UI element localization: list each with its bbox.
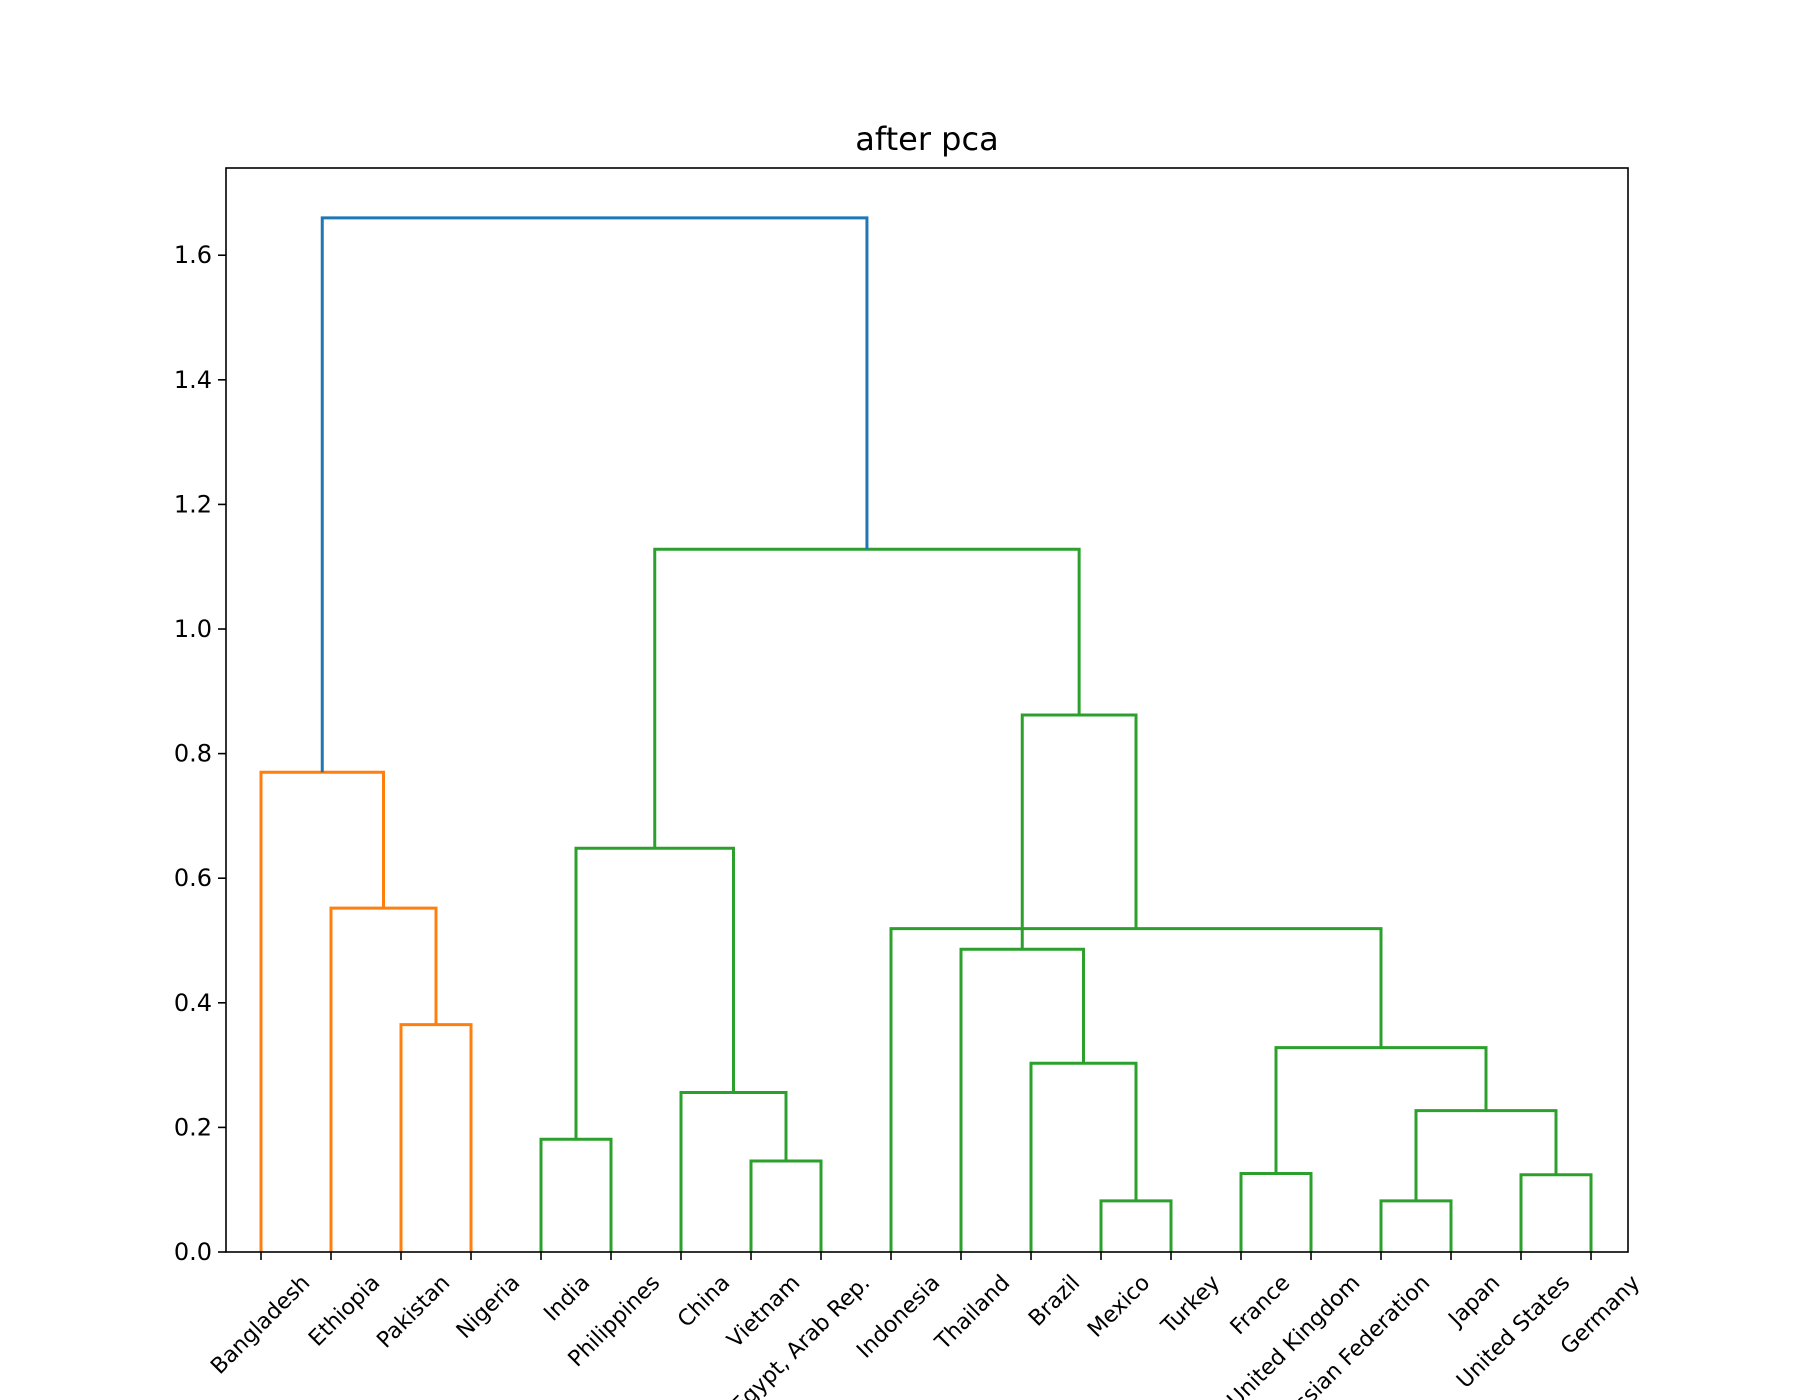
dendrogram-link-m17: [653, 547, 1081, 849]
leaf-label-bangladesh: Bangladesh: [206, 1271, 315, 1380]
leaf-label-japan: Japan: [1443, 1271, 1505, 1333]
leaf-label-turkey: Turkey: [1156, 1271, 1225, 1340]
leaf-label-pakistan: Pakistan: [372, 1271, 455, 1354]
y-tick-label: 0.6: [174, 864, 212, 892]
dendrogram-link-m11: [1379, 1199, 1453, 1252]
dendrogram-link-m15: [889, 927, 1383, 1252]
leaf-label-thailand: Thailand: [930, 1271, 1015, 1356]
dendrogram-link-m1: [329, 906, 438, 1252]
dendrogram-link-m7: [1099, 1199, 1173, 1252]
y-tick-label: 0.0: [174, 1238, 212, 1266]
dendrogram-link-m13: [1414, 1109, 1558, 1201]
dendrogram-links: [259, 216, 1593, 1252]
dendrogram-link-m9: [959, 947, 1085, 1252]
leaf-label-brazil: Brazil: [1024, 1271, 1085, 1332]
plot-frame: [225, 167, 1629, 1253]
dendrogram-link-m8: [1029, 1061, 1138, 1252]
dendrogram-link-m16: [1020, 713, 1138, 950]
y-tick-label: 1.2: [174, 490, 212, 518]
leaf-label-nigeria: Nigeria: [452, 1271, 525, 1344]
dendrogram-link-m2: [259, 770, 385, 1252]
leaf-label-china: China: [673, 1271, 735, 1333]
dendrogram-link-m12: [1519, 1173, 1593, 1252]
y-axis: 0.0 0.2 0.4 0.6 0.8 1.0 1.2 1.4 1.6: [174, 241, 226, 1266]
dendrogram-link-m3: [539, 1137, 613, 1252]
leaf-label-france: France: [1226, 1271, 1295, 1340]
dendrogram-link-m4: [749, 1159, 823, 1252]
dendrogram-link-m0: [399, 1023, 473, 1252]
y-tick-label: 1.6: [174, 241, 212, 269]
dendrogram-link-m5: [679, 1091, 788, 1252]
chart-title: after pca: [855, 120, 998, 158]
leaf-label-ethiopia: Ethiopia: [304, 1271, 385, 1352]
y-tick-label: 1.4: [174, 366, 212, 394]
y-tick-label: 0.8: [174, 740, 212, 768]
leaf-label-india: India: [539, 1271, 595, 1327]
dendrogram-link-m6: [574, 846, 735, 1140]
dendrogram-link-m18: [320, 216, 869, 773]
y-tick-label: 0.2: [174, 1113, 212, 1141]
dendrogram-link-m10: [1239, 1172, 1313, 1252]
dendrogram-link-m14: [1274, 1046, 1488, 1174]
leaf-label-mexico: Mexico: [1083, 1271, 1155, 1343]
y-tick-label: 1.0: [174, 615, 212, 643]
y-tick-label: 0.4: [174, 989, 212, 1017]
